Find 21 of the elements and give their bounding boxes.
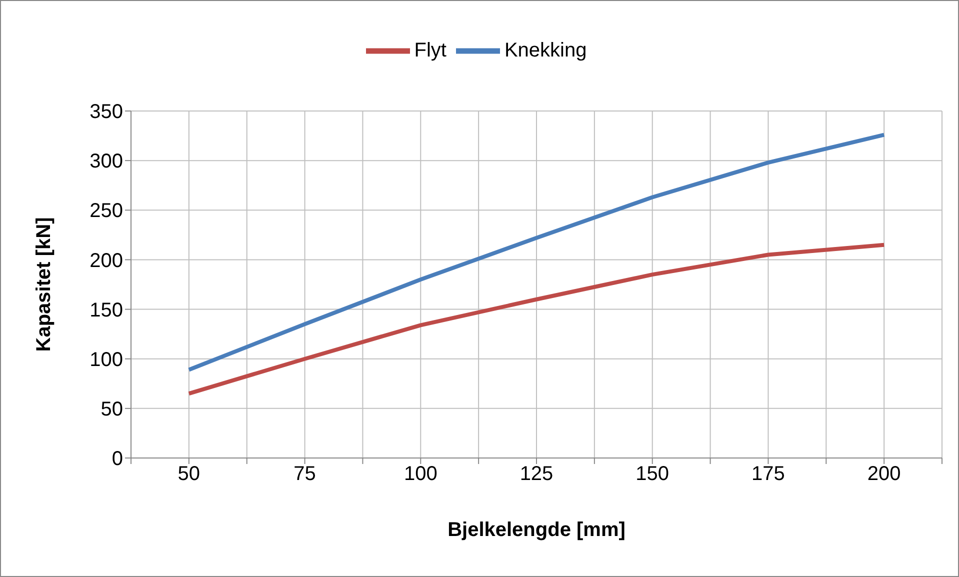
y-tick-label: 250 <box>90 200 123 222</box>
x-tick-label: 150 <box>636 463 670 486</box>
x-tick-label: 50 <box>178 463 200 486</box>
y-tick-label: 300 <box>90 150 123 173</box>
y-axis-title: Kapasitet [kN] <box>33 217 56 352</box>
x-tick-label: 175 <box>752 463 785 486</box>
y-tick-label: 0 <box>112 448 123 470</box>
x-tick-label: 200 <box>867 463 901 486</box>
y-tick-label: 100 <box>90 348 123 371</box>
line-series <box>186 242 886 396</box>
y-tick-label: 200 <box>90 250 123 272</box>
y-tick-label: 350 <box>90 101 123 124</box>
y-tick-label: 150 <box>90 299 123 322</box>
x-axis-title: Bjelkelengde [mm] <box>448 519 626 541</box>
legend-label: Flyt <box>414 39 446 62</box>
legend-label: Knekking <box>504 39 587 62</box>
line-series <box>186 132 886 372</box>
y-tick-label: 50 <box>100 398 123 421</box>
x-tick-label: 75 <box>294 463 316 486</box>
x-tick-label: 100 <box>404 463 438 486</box>
x-tick-label: 125 <box>520 463 554 486</box>
